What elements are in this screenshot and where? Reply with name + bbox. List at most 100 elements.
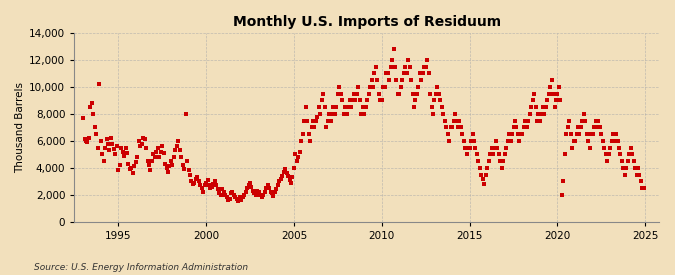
Point: [356, 112, 367, 116]
Point: [625, 145, 636, 150]
Point: [618, 166, 629, 170]
Point: [567, 145, 578, 150]
Point: [163, 170, 173, 174]
Point: [269, 190, 280, 194]
Point: [176, 155, 186, 159]
Point: [518, 125, 529, 130]
Point: [134, 139, 144, 143]
Point: [114, 163, 125, 167]
Point: [79, 137, 90, 142]
Point: [614, 145, 624, 150]
Point: [306, 125, 317, 130]
Point: [281, 171, 292, 175]
Point: [407, 91, 418, 96]
Point: [352, 91, 362, 96]
Point: [135, 144, 146, 148]
Point: [178, 163, 188, 167]
Point: [628, 159, 639, 163]
Point: [408, 105, 419, 109]
Point: [555, 98, 566, 103]
Point: [261, 186, 271, 190]
Point: [189, 180, 200, 185]
Point: [139, 137, 150, 142]
Point: [419, 64, 430, 69]
Point: [443, 139, 454, 143]
Point: [422, 58, 433, 62]
Point: [299, 119, 310, 123]
Point: [205, 186, 216, 190]
Point: [286, 180, 296, 185]
Point: [283, 174, 294, 178]
Point: [125, 167, 136, 171]
Point: [504, 132, 514, 136]
Point: [348, 91, 359, 96]
Point: [432, 85, 443, 89]
Point: [223, 198, 234, 202]
Text: Source: U.S. Energy Information Administration: Source: U.S. Energy Information Administ…: [34, 263, 248, 272]
Point: [107, 141, 118, 146]
Point: [149, 155, 160, 159]
Point: [551, 98, 562, 103]
Point: [472, 152, 483, 156]
Point: [155, 149, 166, 154]
Point: [275, 176, 286, 181]
Point: [252, 188, 263, 193]
Point: [495, 159, 506, 163]
Point: [160, 161, 171, 166]
Point: [589, 125, 599, 130]
Point: [406, 78, 416, 82]
Point: [576, 125, 587, 130]
Point: [357, 105, 368, 109]
Point: [394, 91, 405, 96]
Point: [310, 119, 321, 123]
Point: [353, 85, 364, 89]
Point: [308, 119, 319, 123]
Point: [457, 132, 468, 136]
Point: [558, 179, 569, 183]
Point: [335, 91, 346, 96]
Point: [82, 140, 93, 144]
Point: [278, 170, 289, 174]
Point: [359, 112, 370, 116]
Point: [571, 132, 582, 136]
Point: [529, 91, 539, 96]
Point: [180, 112, 191, 116]
Point: [371, 64, 381, 69]
Point: [334, 85, 345, 89]
Point: [373, 91, 384, 96]
Point: [596, 132, 607, 136]
Point: [505, 139, 516, 143]
Point: [89, 125, 100, 130]
Point: [570, 139, 580, 143]
Point: [451, 119, 462, 123]
Point: [242, 186, 252, 190]
Point: [429, 98, 440, 103]
Point: [612, 139, 623, 143]
Point: [117, 149, 128, 154]
Point: [387, 58, 398, 62]
Point: [302, 119, 313, 123]
Point: [372, 78, 383, 82]
Point: [493, 152, 504, 156]
Point: [303, 132, 314, 136]
Point: [244, 180, 255, 185]
Point: [599, 145, 610, 150]
Point: [165, 159, 176, 163]
Point: [580, 119, 591, 123]
Point: [554, 85, 564, 89]
Point: [412, 91, 423, 96]
Point: [243, 183, 254, 188]
Point: [448, 119, 459, 123]
Point: [496, 166, 507, 170]
Point: [577, 119, 588, 123]
Point: [381, 71, 392, 76]
Point: [157, 144, 167, 148]
Point: [248, 188, 259, 193]
Point: [340, 105, 350, 109]
Point: [154, 155, 165, 159]
Point: [129, 164, 140, 169]
Point: [267, 191, 277, 196]
Point: [221, 195, 232, 200]
Point: [211, 183, 221, 188]
Point: [470, 145, 481, 150]
